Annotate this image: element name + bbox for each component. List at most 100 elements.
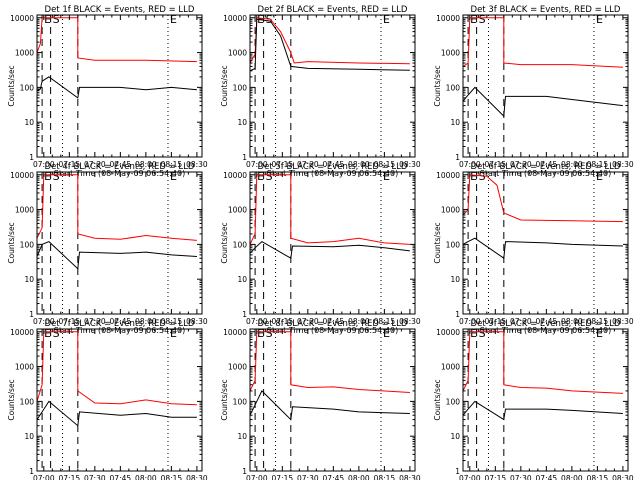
- x-tick-label: 07:15: [485, 474, 507, 480]
- y-tick-label: 10000: [223, 14, 247, 23]
- y-tick-label: 10000: [436, 14, 460, 23]
- x-tick-label: 08:15: [374, 317, 396, 326]
- y-tick-label: 100: [446, 83, 461, 92]
- x-tick-label: 08:15: [374, 474, 396, 480]
- y-tick-label: 10000: [436, 328, 460, 337]
- y-axis-label: Counts/sec: [220, 379, 229, 420]
- y-tick-label: 1: [242, 153, 247, 162]
- y-axis-label: Counts/sec: [7, 65, 16, 106]
- x-tick-label: 07:15: [59, 317, 81, 326]
- event-marker-label: E: [170, 170, 177, 183]
- x-tick-label: 07:30: [84, 160, 106, 169]
- y-tick-label: 1: [29, 310, 34, 319]
- y-axis-label: Counts/sec: [220, 65, 229, 106]
- x-tick-label: 08:15: [587, 474, 609, 480]
- panel-title: Det 9f BLACK = Events, RED = LLD: [471, 319, 621, 329]
- event-marker-label: E: [470, 170, 477, 183]
- event-marker-label: S: [479, 13, 486, 26]
- x-tick-label: 07:15: [485, 317, 507, 326]
- event-marker-label: S: [479, 170, 486, 183]
- lld-series-line: [463, 174, 623, 223]
- x-tick-label: 07:30: [297, 474, 319, 480]
- x-tick-label: 08:15: [161, 474, 183, 480]
- x-tick-label: 07:45: [110, 474, 132, 480]
- event-marker-label: S: [53, 13, 60, 26]
- plot-frame: [36, 14, 203, 158]
- x-tick-label: 08:30: [612, 160, 634, 169]
- y-tick-label: 1000: [441, 206, 460, 215]
- plot-frame: [36, 328, 203, 472]
- x-tick-label: 08:15: [161, 317, 183, 326]
- events-series-line: [463, 237, 623, 260]
- y-tick-label: 100: [20, 240, 35, 249]
- x-tick-label: 08:30: [399, 317, 421, 326]
- x-tick-label: 07:45: [323, 474, 345, 480]
- event-marker-label: E: [596, 327, 603, 340]
- event-marker-label: S: [479, 327, 486, 340]
- y-tick-label: 10: [450, 432, 460, 441]
- y-tick-label: 100: [446, 397, 461, 406]
- y-tick-label: 1: [242, 310, 247, 319]
- y-tick-label: 1: [455, 153, 460, 162]
- y-axis-label: Counts/sec: [7, 379, 16, 420]
- x-tick-label: 07:45: [536, 474, 558, 480]
- plot-frame: [462, 14, 629, 158]
- x-tick-label: 07:45: [110, 317, 132, 326]
- x-tick-label: 07:15: [485, 160, 507, 169]
- lld-series-line: [37, 17, 197, 63]
- y-tick-label: 100: [233, 397, 248, 406]
- panel-title: Det 2f BLACK = Events, RED = LLD: [258, 5, 408, 15]
- lld-series-line: [37, 174, 197, 241]
- x-tick-label: 07:00: [246, 160, 268, 169]
- y-tick-label: 10000: [10, 328, 34, 337]
- x-tick-label: 08:00: [348, 317, 370, 326]
- x-tick-label: 07:00: [33, 160, 55, 169]
- panel-title: Det 7f BLACK = Events, RED = LLD: [45, 319, 195, 329]
- event-marker-label: S: [266, 327, 273, 340]
- plot-frame: [36, 171, 203, 315]
- y-tick-label: 10000: [223, 328, 247, 337]
- event-marker-label: E: [44, 13, 51, 26]
- events-series-line: [37, 76, 197, 99]
- x-axis-label: Start Time (08-May-09 06:54:40): [54, 169, 185, 178]
- event-marker-label: E: [257, 327, 264, 340]
- x-axis-label: Start Time (08-May-09 06:54:40): [54, 326, 185, 335]
- x-tick-label: 07:30: [84, 474, 106, 480]
- y-tick-label: 10: [450, 275, 460, 284]
- event-marker-label: E: [596, 13, 603, 26]
- y-tick-label: 1000: [15, 363, 34, 372]
- x-tick-label: 08:00: [561, 317, 583, 326]
- x-tick-label: 08:30: [399, 474, 421, 480]
- event-marker-label: E: [383, 13, 390, 26]
- panel-title: Det 1f BLACK = Events, RED = LLD: [45, 5, 195, 15]
- y-tick-label: 1000: [228, 49, 247, 58]
- panel-title: Det 5f BLACK = Events, RED = LLD: [258, 162, 408, 172]
- y-tick-label: 1000: [441, 363, 460, 372]
- events-series-line: [37, 241, 197, 270]
- event-marker-label: E: [44, 170, 51, 183]
- x-tick-label: 07:15: [272, 474, 294, 480]
- x-tick-label: 07:45: [323, 160, 345, 169]
- x-tick-label: 07:00: [246, 474, 268, 480]
- event-marker-label: E: [44, 327, 51, 340]
- x-tick-label: 08:15: [587, 317, 609, 326]
- panel-title: Det 4f BLACK = Events, RED = LLD: [45, 162, 195, 172]
- x-tick-label: 08:30: [186, 317, 208, 326]
- x-tick-label: 07:00: [33, 317, 55, 326]
- events-series-line: [250, 240, 410, 260]
- event-marker-label: E: [470, 327, 477, 340]
- panel-title: Det 6f BLACK = Events, RED = LLD: [471, 162, 621, 172]
- event-marker-label: S: [266, 170, 273, 183]
- x-tick-label: 07:30: [297, 317, 319, 326]
- y-tick-label: 10000: [10, 14, 34, 23]
- y-tick-label: 10: [24, 118, 34, 127]
- y-axis-label: Counts/sec: [220, 222, 229, 263]
- x-tick-label: 07:45: [536, 160, 558, 169]
